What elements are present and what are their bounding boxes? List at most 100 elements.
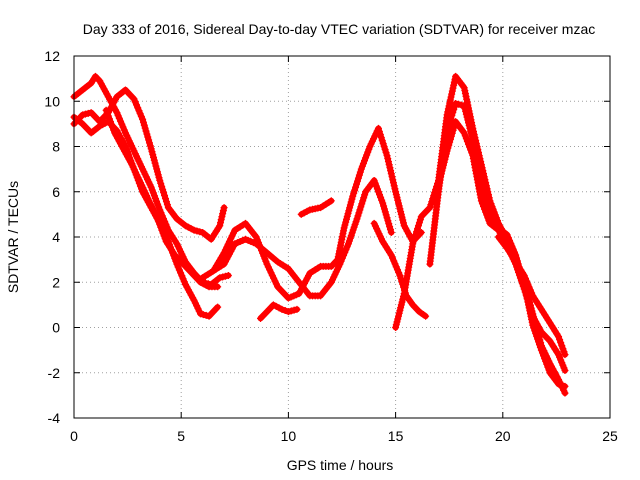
data-point — [469, 139, 477, 147]
data-point — [385, 161, 393, 169]
y-axis-label: SDTVAR / TECUs — [5, 181, 21, 293]
data-point — [411, 234, 419, 242]
data-point — [447, 132, 455, 140]
data-point — [558, 381, 566, 389]
data-point — [143, 130, 151, 138]
data-point — [415, 219, 423, 227]
data-point — [561, 382, 569, 390]
data-point — [381, 208, 389, 216]
data-point — [353, 180, 361, 188]
data-point — [383, 152, 391, 160]
data-point — [413, 228, 421, 236]
data-point — [379, 199, 387, 207]
data-point — [559, 345, 567, 353]
data-point — [159, 185, 167, 193]
data-point — [414, 222, 422, 230]
data-point — [293, 305, 301, 313]
series-markers-7 — [257, 301, 301, 322]
data-point — [528, 309, 536, 317]
data-point — [522, 291, 530, 299]
data-point — [428, 198, 436, 206]
data-point — [526, 303, 534, 311]
data-point — [156, 176, 164, 184]
data-point — [384, 155, 392, 163]
data-point — [446, 135, 454, 143]
data-point — [561, 389, 569, 397]
data-point — [281, 307, 289, 315]
data-point — [384, 158, 392, 166]
data-point — [158, 182, 166, 190]
data-point — [354, 212, 362, 220]
data-point — [145, 139, 153, 147]
data-point — [561, 351, 569, 359]
data-point — [416, 216, 424, 224]
data-point — [220, 204, 228, 212]
data-point — [451, 103, 459, 111]
data-point — [163, 201, 171, 209]
x-tick-label: 5 — [177, 428, 185, 444]
data-point — [278, 305, 286, 313]
data-point — [386, 223, 394, 231]
data-point — [414, 225, 422, 233]
data-point — [378, 136, 386, 144]
data-point — [409, 240, 417, 248]
data-point — [351, 186, 359, 194]
data-point — [560, 348, 568, 356]
data-point — [446, 138, 454, 146]
data-point — [448, 129, 456, 137]
data-point — [377, 133, 385, 141]
data-point — [556, 336, 564, 344]
data-point — [410, 237, 418, 245]
data-point — [219, 210, 227, 218]
data-point — [139, 115, 147, 123]
data-point — [555, 380, 563, 388]
data-point — [527, 306, 535, 314]
data-point — [214, 303, 222, 311]
data-point — [443, 147, 451, 155]
series-line-1 — [71, 73, 232, 288]
y-tick-labels: -4 -2 0 2 4 6 8 10 12 — [44, 48, 60, 426]
data-point — [375, 127, 383, 135]
data-point — [387, 228, 395, 236]
data-point — [353, 215, 361, 223]
data-point — [386, 164, 394, 172]
data-point — [444, 124, 452, 132]
data-point — [385, 220, 393, 228]
data-point — [450, 81, 458, 89]
data-point — [384, 217, 392, 225]
data-point — [412, 231, 420, 239]
data-point — [555, 333, 563, 341]
data-point — [448, 87, 456, 95]
data-point — [448, 112, 456, 120]
data-point — [145, 136, 153, 144]
data-point — [218, 213, 226, 221]
data-point — [447, 93, 455, 101]
data-point — [224, 271, 232, 279]
data-point — [390, 182, 398, 190]
data-point — [352, 183, 360, 191]
y-tick-label: -4 — [48, 410, 61, 426]
data-point — [523, 294, 531, 302]
data-point — [520, 285, 528, 293]
data-point — [356, 168, 364, 176]
x-tick-label: 10 — [281, 428, 297, 444]
data-point — [382, 149, 390, 157]
data-point — [383, 214, 391, 222]
data-point — [161, 195, 169, 203]
data-point — [353, 177, 361, 185]
data-point — [389, 179, 397, 187]
series-markers-12 — [434, 118, 569, 374]
data-point — [469, 136, 477, 144]
data-point — [360, 194, 368, 202]
data-point — [422, 312, 430, 320]
data-point — [380, 143, 388, 150]
data-point — [558, 342, 566, 350]
data-point — [448, 90, 456, 98]
data-point — [387, 167, 395, 175]
x-axis-label: GPS time / hours — [287, 457, 394, 473]
data-point — [391, 185, 399, 193]
series-line-2 — [71, 86, 228, 243]
data-point — [380, 205, 388, 213]
data-point — [444, 144, 452, 152]
